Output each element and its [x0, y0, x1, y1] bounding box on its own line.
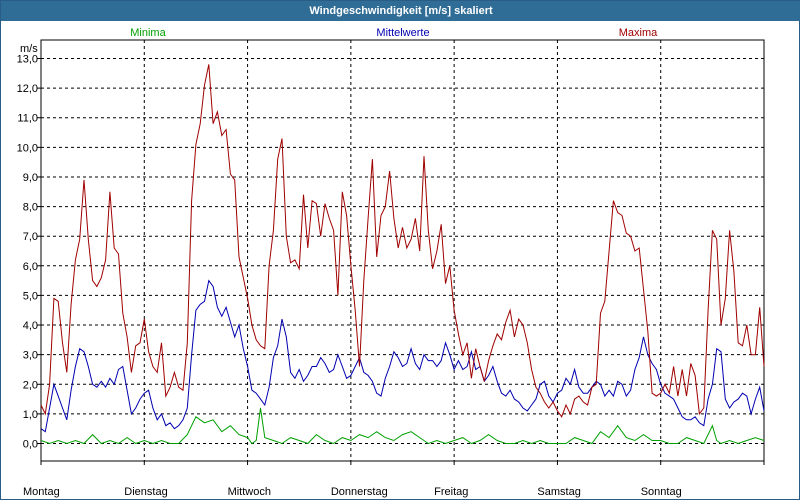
series-line-mittelwerte	[40, 279, 765, 433]
series-line-maxima	[40, 64, 765, 418]
y-tick-label: 7,0	[23, 231, 38, 243]
y-tick-label: 1,0	[23, 409, 38, 421]
y-axis-unit: m/s	[20, 43, 38, 55]
x-day-label: Sonntag	[641, 486, 682, 498]
legend-maxima: Maxima	[619, 27, 658, 39]
chart-title: Windgeschwindigkeit [m/s] skaliert	[1, 1, 800, 21]
x-day-label: Montag	[23, 486, 60, 498]
y-tick-label: 8,0	[23, 202, 38, 214]
x-day-label: Mittwoch	[228, 486, 271, 498]
y-tick-label: 12,0	[17, 83, 38, 95]
y-tick-label: 10,0	[17, 142, 38, 154]
y-tick-label: 0,0	[23, 439, 38, 451]
series-line-minima	[40, 407, 765, 445]
x-day-label: Donnerstag	[331, 486, 388, 498]
y-tick-label: 11,0	[17, 113, 38, 125]
wind-chart: 0,0 1,0 2,0 3,0 4,0 5,0 6,0 7,0 8,0 9,0 10,0 11,0 12…	[17, 27, 765, 498]
y-tick-label: 3,0	[23, 350, 38, 362]
y-tick-label: 13,0	[17, 54, 38, 66]
x-day-label: Dienstag	[124, 486, 167, 498]
y-tick-label: 5,0	[23, 290, 38, 302]
legend-mittelwerte: Mittelwerte	[376, 27, 429, 39]
y-tick-label: 6,0	[23, 261, 38, 273]
y-tick-label: 9,0	[23, 172, 38, 184]
y-tick-label: 2,0	[23, 379, 38, 391]
x-day-label: Freitag	[434, 486, 468, 498]
plot-area	[40, 39, 765, 462]
y-tick-label: 4,0	[23, 320, 38, 332]
x-day-label: Samstag	[537, 486, 580, 498]
legend-minima: Minima	[130, 27, 166, 39]
